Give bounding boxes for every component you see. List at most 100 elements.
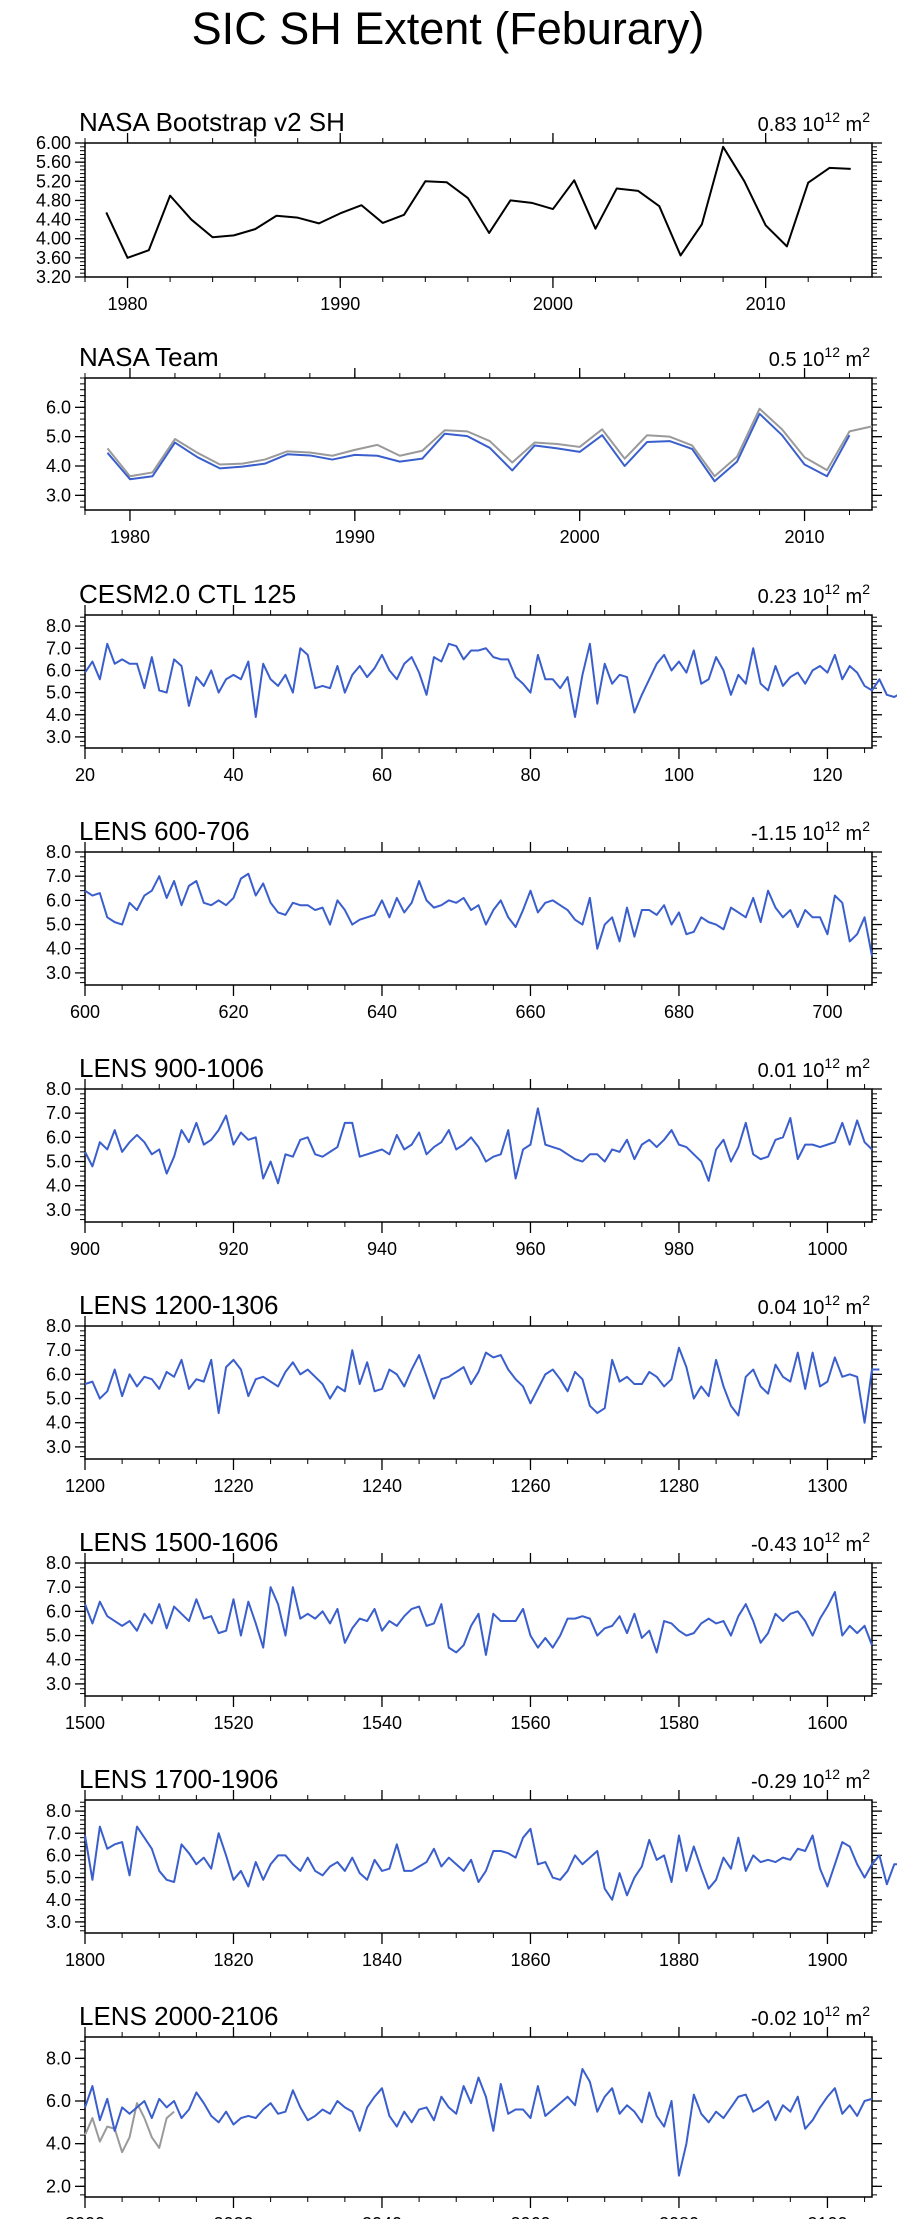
panel-title: LENS 2000-2106 <box>79 2001 278 2031</box>
y-tick-label: 5.0 <box>46 1868 71 1888</box>
x-tick-label: 1520 <box>213 1713 253 1733</box>
x-tick-label: 1880 <box>659 1950 699 1970</box>
x-tick-label: 640 <box>367 1002 397 1022</box>
panel-title: LENS 1500-1606 <box>79 1527 278 1557</box>
y-tick-label: 4.00 <box>36 229 71 249</box>
y-tick-label: 5.0 <box>46 427 71 447</box>
y-tick-label: 3.20 <box>36 267 71 287</box>
y-tick-label: 4.0 <box>46 939 71 959</box>
series-line-gray <box>84 2102 175 2154</box>
series-line-blue <box>106 412 851 483</box>
series-line-blue <box>84 1107 873 1185</box>
trend-unit-exponent: 2 <box>862 109 870 125</box>
x-tick-label: 2080 <box>659 2214 699 2219</box>
plot-frame <box>84 614 873 749</box>
y-tick-label: 3.0 <box>46 1912 71 1932</box>
trend-unit-exponent: 2 <box>862 818 870 834</box>
plot-frame <box>84 1088 873 1223</box>
x-tick-label: 2010 <box>746 294 786 314</box>
plot-frame <box>84 377 873 511</box>
y-tick-label: 7.0 <box>46 1103 71 1123</box>
y-tick-label: 8.0 <box>46 1801 71 1821</box>
y-tick-label: 6.0 <box>46 1601 71 1621</box>
x-tick-label: 2020 <box>213 2214 253 2219</box>
trend-exponent: 12 <box>824 344 840 360</box>
panel-8: LENS 1700-1906 -0.29 1012 m2 1800 1820 1840 1… <box>46 1764 897 1970</box>
plot-frame <box>84 1562 873 1697</box>
x-tick-label: 1280 <box>659 1476 699 1496</box>
trend-unit-exponent: 2 <box>862 1292 870 1308</box>
panel-2: NASA Team 0.5 1012 m2 1980 1990 2000 2010 3.0 4… <box>46 342 882 547</box>
y-tick-label: 4.40 <box>36 210 71 230</box>
x-tick-label: 1900 <box>807 1950 847 1970</box>
y-tick-label: 3.0 <box>46 1200 71 1220</box>
y-tick-label: 8.0 <box>46 842 71 862</box>
x-tick-label: 2000 <box>560 527 600 547</box>
x-tick-label: 120 <box>812 765 842 785</box>
trend-exponent: 12 <box>824 2003 840 2019</box>
trend-exponent: 12 <box>824 109 840 125</box>
trend-exponent: 12 <box>824 818 840 834</box>
trend-label: -0.43 1012 m2 <box>751 1529 870 1556</box>
x-tick-label: 1980 <box>108 294 148 314</box>
y-tick-label: 5.0 <box>46 1389 71 1409</box>
x-tick-label: 2010 <box>785 527 825 547</box>
panel-5: LENS 900-1006 0.01 1012 m2 900 920 940 960 980… <box>46 1053 882 1259</box>
trend-value: -0.43 10 <box>751 1534 824 1556</box>
y-tick-label: 3.0 <box>46 963 71 983</box>
x-tick-label: 1500 <box>65 1713 105 1733</box>
trend-unit: m <box>840 349 862 371</box>
y-tick-label: 4.0 <box>46 705 71 725</box>
plot-frame <box>84 142 873 278</box>
trend-label: 0.04 1012 m2 <box>758 1292 871 1319</box>
x-tick-label: 900 <box>70 1239 100 1259</box>
panel-7: LENS 1500-1606 -0.43 1012 m2 1500 1520 1540 1… <box>46 1527 882 1733</box>
panel-3: CESM2.0 CTL 125 0.23 1012 m2 20 40 60 80 100 12… <box>46 579 897 785</box>
x-tick-label: 100 <box>664 765 694 785</box>
x-tick-label: 2060 <box>510 2214 550 2219</box>
y-tick-label: 4.0 <box>46 456 71 476</box>
trend-unit: m <box>840 1771 862 1793</box>
y-tick-label: 5.20 <box>36 171 71 191</box>
y-tick-label: 8.0 <box>46 1079 71 1099</box>
x-tick-label: 1240 <box>362 1476 402 1496</box>
panel-title: LENS 1700-1906 <box>79 1764 278 1794</box>
y-tick-label: 3.0 <box>46 1437 71 1457</box>
trend-unit: m <box>840 114 862 136</box>
x-tick-label: 960 <box>515 1239 545 1259</box>
panel-title: LENS 1200-1306 <box>79 1290 278 1320</box>
y-tick-label: 5.0 <box>46 1152 71 1172</box>
x-tick-label: 1860 <box>510 1950 550 1970</box>
trend-value: 0.5 10 <box>769 349 825 371</box>
x-tick-label: 20 <box>75 765 95 785</box>
x-tick-label: 660 <box>515 1002 545 1022</box>
y-tick-label: 5.0 <box>46 683 71 703</box>
x-tick-label: 1200 <box>65 1476 105 1496</box>
trend-label: 0.83 1012 m2 <box>758 109 871 136</box>
trend-exponent: 12 <box>824 1292 840 1308</box>
trend-unit: m <box>840 1060 862 1082</box>
x-tick-label: 80 <box>520 765 540 785</box>
x-tick-label: 2000 <box>65 2214 105 2219</box>
trend-unit: m <box>840 1534 862 1556</box>
trend-value: -0.29 10 <box>751 1771 824 1793</box>
x-tick-label: 1980 <box>110 527 150 547</box>
x-tick-label: 1580 <box>659 1713 699 1733</box>
series-line-black <box>105 145 851 259</box>
x-tick-label: 1540 <box>362 1713 402 1733</box>
y-tick-label: 4.0 <box>46 1650 71 1670</box>
y-tick-label: 4.80 <box>36 190 71 210</box>
panel-6: LENS 1200-1306 0.04 1012 m2 1200 1220 1240 12… <box>46 1290 882 1496</box>
trend-value: 0.23 10 <box>758 586 825 608</box>
trend-exponent: 12 <box>824 581 840 597</box>
trend-unit: m <box>840 1297 862 1319</box>
trend-value: 0.83 10 <box>758 114 825 136</box>
x-tick-label: 40 <box>223 765 243 785</box>
y-tick-label: 3.0 <box>46 1674 71 1694</box>
x-tick-label: 680 <box>664 1002 694 1022</box>
trend-unit-exponent: 2 <box>862 2003 870 2019</box>
y-tick-label: 6.0 <box>46 397 71 417</box>
series-line-blue <box>84 872 873 957</box>
